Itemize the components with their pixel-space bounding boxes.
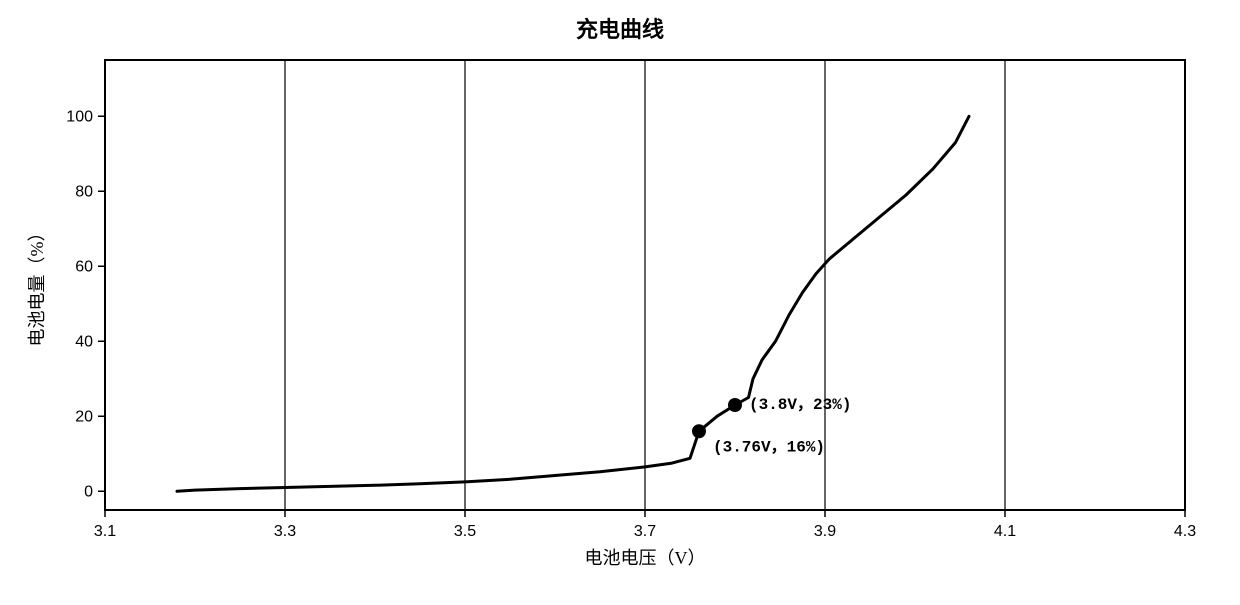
xtick-label: 3.1	[94, 523, 116, 540]
annotation-label: (3.8V，23%)	[749, 396, 851, 414]
annotation-marker	[692, 424, 706, 438]
ytick-label: 60	[75, 258, 93, 275]
y-axis-label: 电池电量（%）	[27, 224, 47, 347]
ytick-label: 40	[75, 333, 93, 350]
xtick-label: 3.3	[274, 523, 296, 540]
xtick-label: 4.1	[994, 523, 1016, 540]
x-axis-label: 电池电压（V）	[585, 548, 706, 568]
xtick-label: 3.7	[634, 523, 656, 540]
chart-title: 充电曲线	[0, 0, 1240, 48]
xtick-label: 4.3	[1174, 523, 1196, 540]
ytick-label: 100	[66, 108, 93, 125]
ytick-label: 20	[75, 408, 93, 425]
xtick-label: 3.5	[454, 523, 476, 540]
ytick-label: 0	[84, 483, 93, 500]
ytick-label: 80	[75, 183, 93, 200]
annotation-marker	[728, 398, 742, 412]
chart-svg: 3.1 3.3 3.5 3.7 3.9 4.1 4.3 0 20 40 60 80 100 电池电压（V）…	[0, 48, 1240, 605]
annotation-label: (3.76V，16%)	[713, 438, 825, 456]
xtick-label: 3.9	[814, 523, 836, 540]
page-root: 充电曲线 3.1 3.3 3.5 3.7 3.9 4.1 4.3 0 20 40 60 80 100 电池…	[0, 0, 1240, 605]
